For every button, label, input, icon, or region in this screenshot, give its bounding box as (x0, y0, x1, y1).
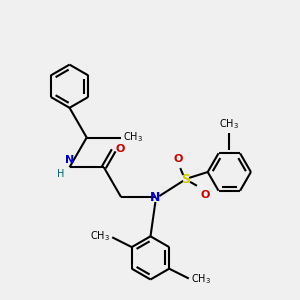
Text: CH$_3$: CH$_3$ (191, 273, 211, 286)
Text: N: N (150, 190, 161, 203)
Text: O: O (201, 190, 210, 200)
Text: CH$_3$: CH$_3$ (90, 230, 110, 243)
Text: CH$_3$: CH$_3$ (219, 117, 239, 131)
Text: CH$_3$: CH$_3$ (123, 130, 143, 144)
Text: O: O (174, 154, 183, 164)
Text: O: O (116, 144, 125, 154)
Text: S: S (181, 173, 190, 186)
Text: N: N (65, 155, 74, 165)
Text: H: H (57, 169, 64, 179)
